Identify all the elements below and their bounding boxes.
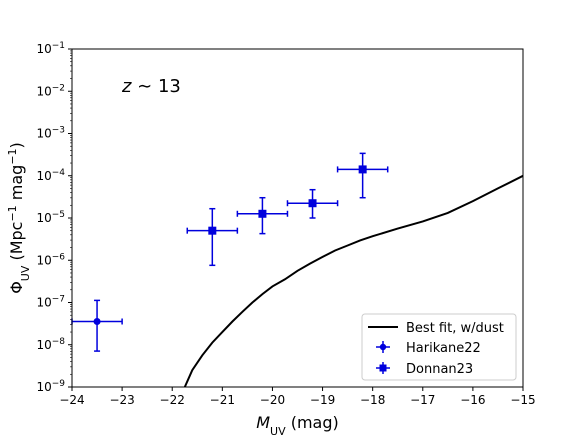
y-tick-label: 10−8	[36, 337, 65, 352]
x-axis-label: MUV (mag)	[256, 413, 339, 436]
data-points-layer	[71, 152, 389, 352]
y-tick-label: 10−2	[36, 83, 65, 98]
y-tick-label: 10−3	[36, 126, 65, 141]
y-tick-label: 10−6	[36, 252, 65, 267]
x-tick-label: −21	[210, 393, 235, 407]
x-tick-label: −19	[310, 393, 335, 407]
legend-label-best-fit: Best fit, w/dust	[406, 321, 504, 336]
data-point-donnan23	[286, 188, 339, 219]
data-point-donnan23	[186, 207, 239, 267]
legend: Best fit, w/dust Harikane22 Donnan23	[361, 313, 517, 381]
redshift-annotation: z ∼ 13	[121, 76, 181, 97]
x-tick-label: −16	[460, 393, 485, 407]
data-point-harikane22	[71, 299, 123, 352]
best-fit-layer	[183, 174, 524, 388]
legend-swatch-donnan23	[376, 362, 390, 374]
y-tick-label: 10−1	[36, 41, 65, 56]
x-tick-label: −23	[109, 393, 134, 407]
y-axis-label: ΦUV (Mpc−1 mag−1)	[6, 142, 32, 294]
x-tick-label: −20	[260, 393, 285, 407]
plot-frame	[71, 48, 524, 388]
x-tick-label: −15	[510, 393, 535, 407]
y-tick-label: 10−7	[36, 295, 65, 310]
y-tick-label: 10−5	[36, 210, 65, 225]
legend-label-harikane22: Harikane22	[406, 341, 481, 356]
y-tick-label: 10−9	[36, 379, 65, 394]
x-tick-label: −22	[160, 393, 185, 407]
x-tick-label: −18	[360, 393, 385, 407]
x-tick-label: −24	[59, 393, 84, 407]
best-fit-line	[183, 174, 524, 388]
x-tick-label: −17	[410, 393, 435, 407]
y-tick-label: 10−4	[36, 168, 65, 183]
legend-label-donnan23: Donnan23	[406, 362, 473, 377]
legend-box	[361, 313, 517, 381]
data-point-donnan23	[236, 196, 289, 235]
data-point-donnan23	[336, 152, 389, 199]
legend-swatch-harikane22	[376, 341, 390, 353]
